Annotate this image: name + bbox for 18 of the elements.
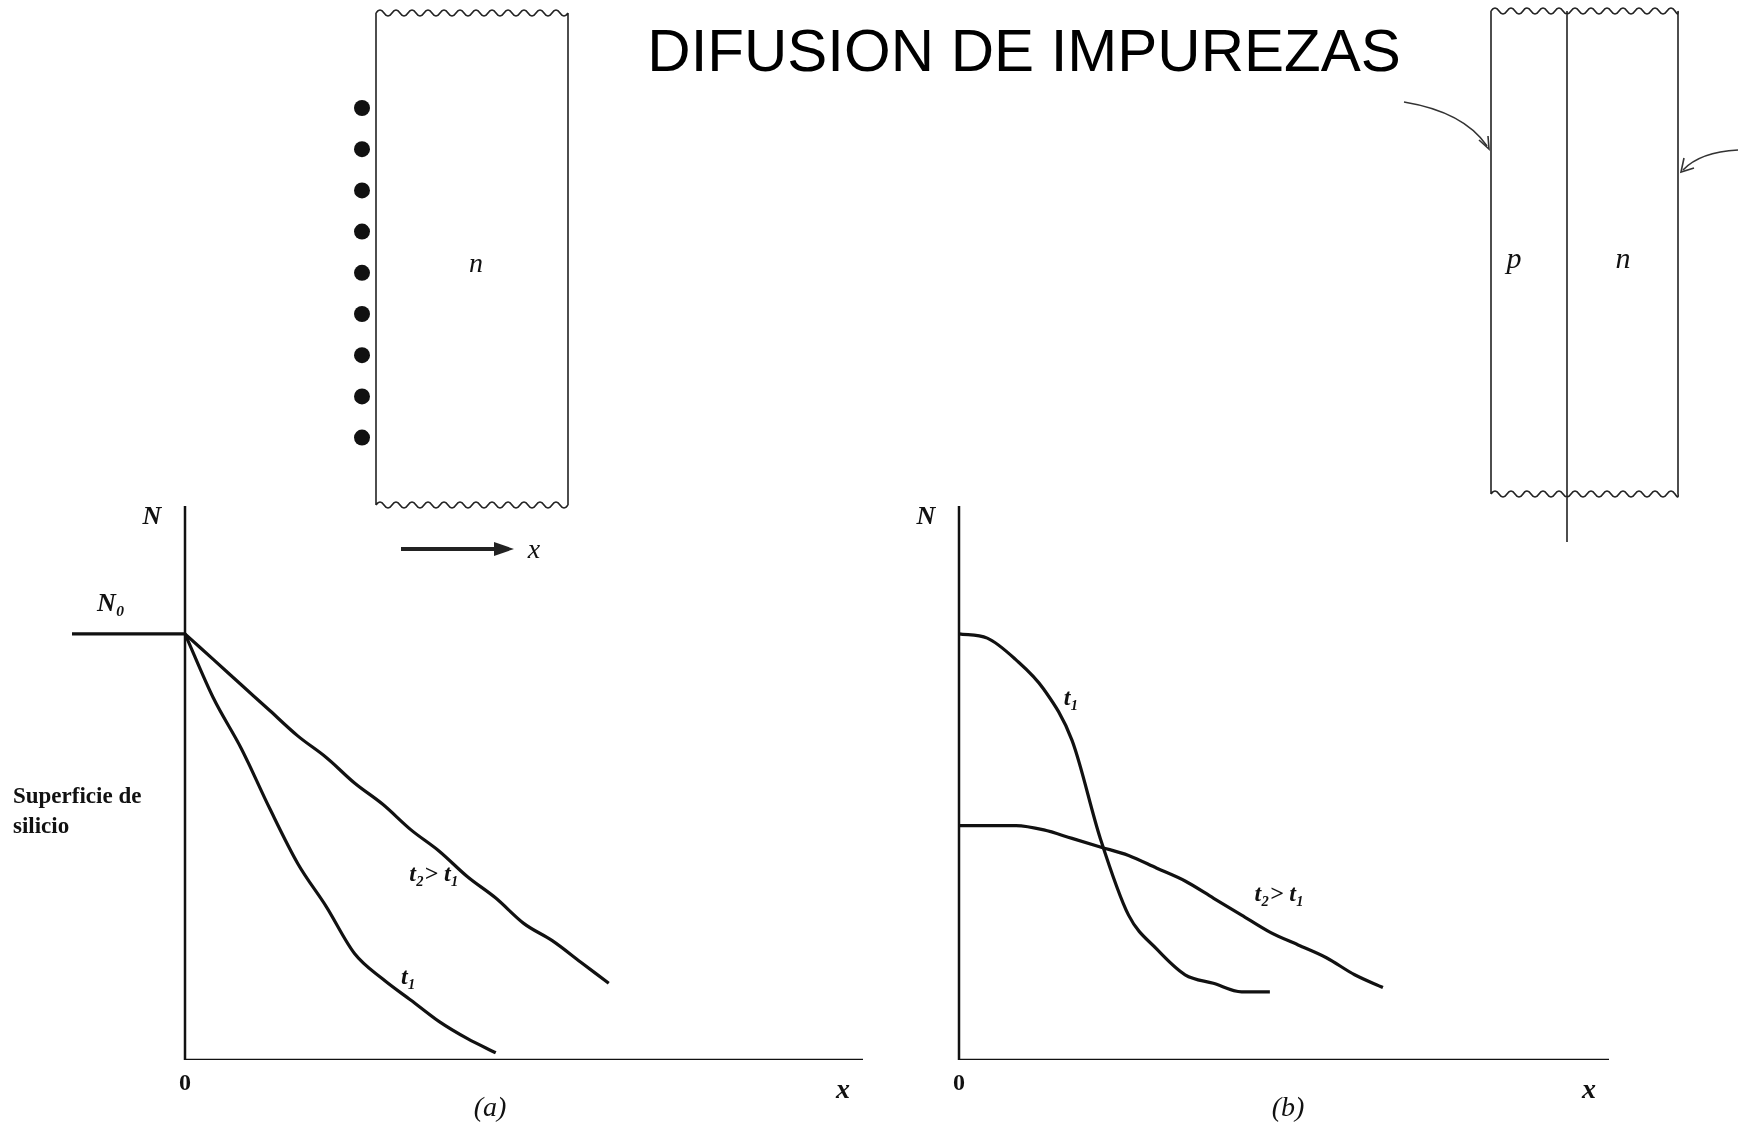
y-axis-title: N — [916, 501, 936, 531]
x-axis-title: x — [836, 1073, 850, 1105]
series-label: t₁ — [1063, 683, 1079, 711]
annotation: Superficie de silicio — [13, 782, 143, 840]
series-label: t₂> t₁ — [409, 859, 459, 887]
y-axis-title: N — [142, 501, 162, 531]
x-axis-title: x — [1582, 1073, 1596, 1105]
series-label: t₁ — [401, 962, 417, 990]
text: (b) — [1271, 1091, 1305, 1123]
text: p — [1506, 241, 1522, 275]
text: (a) — [473, 1091, 507, 1123]
text: N₀ — [97, 588, 125, 618]
series-label: t₂> t₁ — [1254, 879, 1305, 907]
text: n — [1615, 241, 1631, 275]
text: 0 — [953, 1068, 965, 1096]
text: DIFUSION DE IMPUREZAS — [647, 15, 1401, 85]
text: x — [527, 533, 541, 565]
text: 0 — [179, 1068, 191, 1096]
